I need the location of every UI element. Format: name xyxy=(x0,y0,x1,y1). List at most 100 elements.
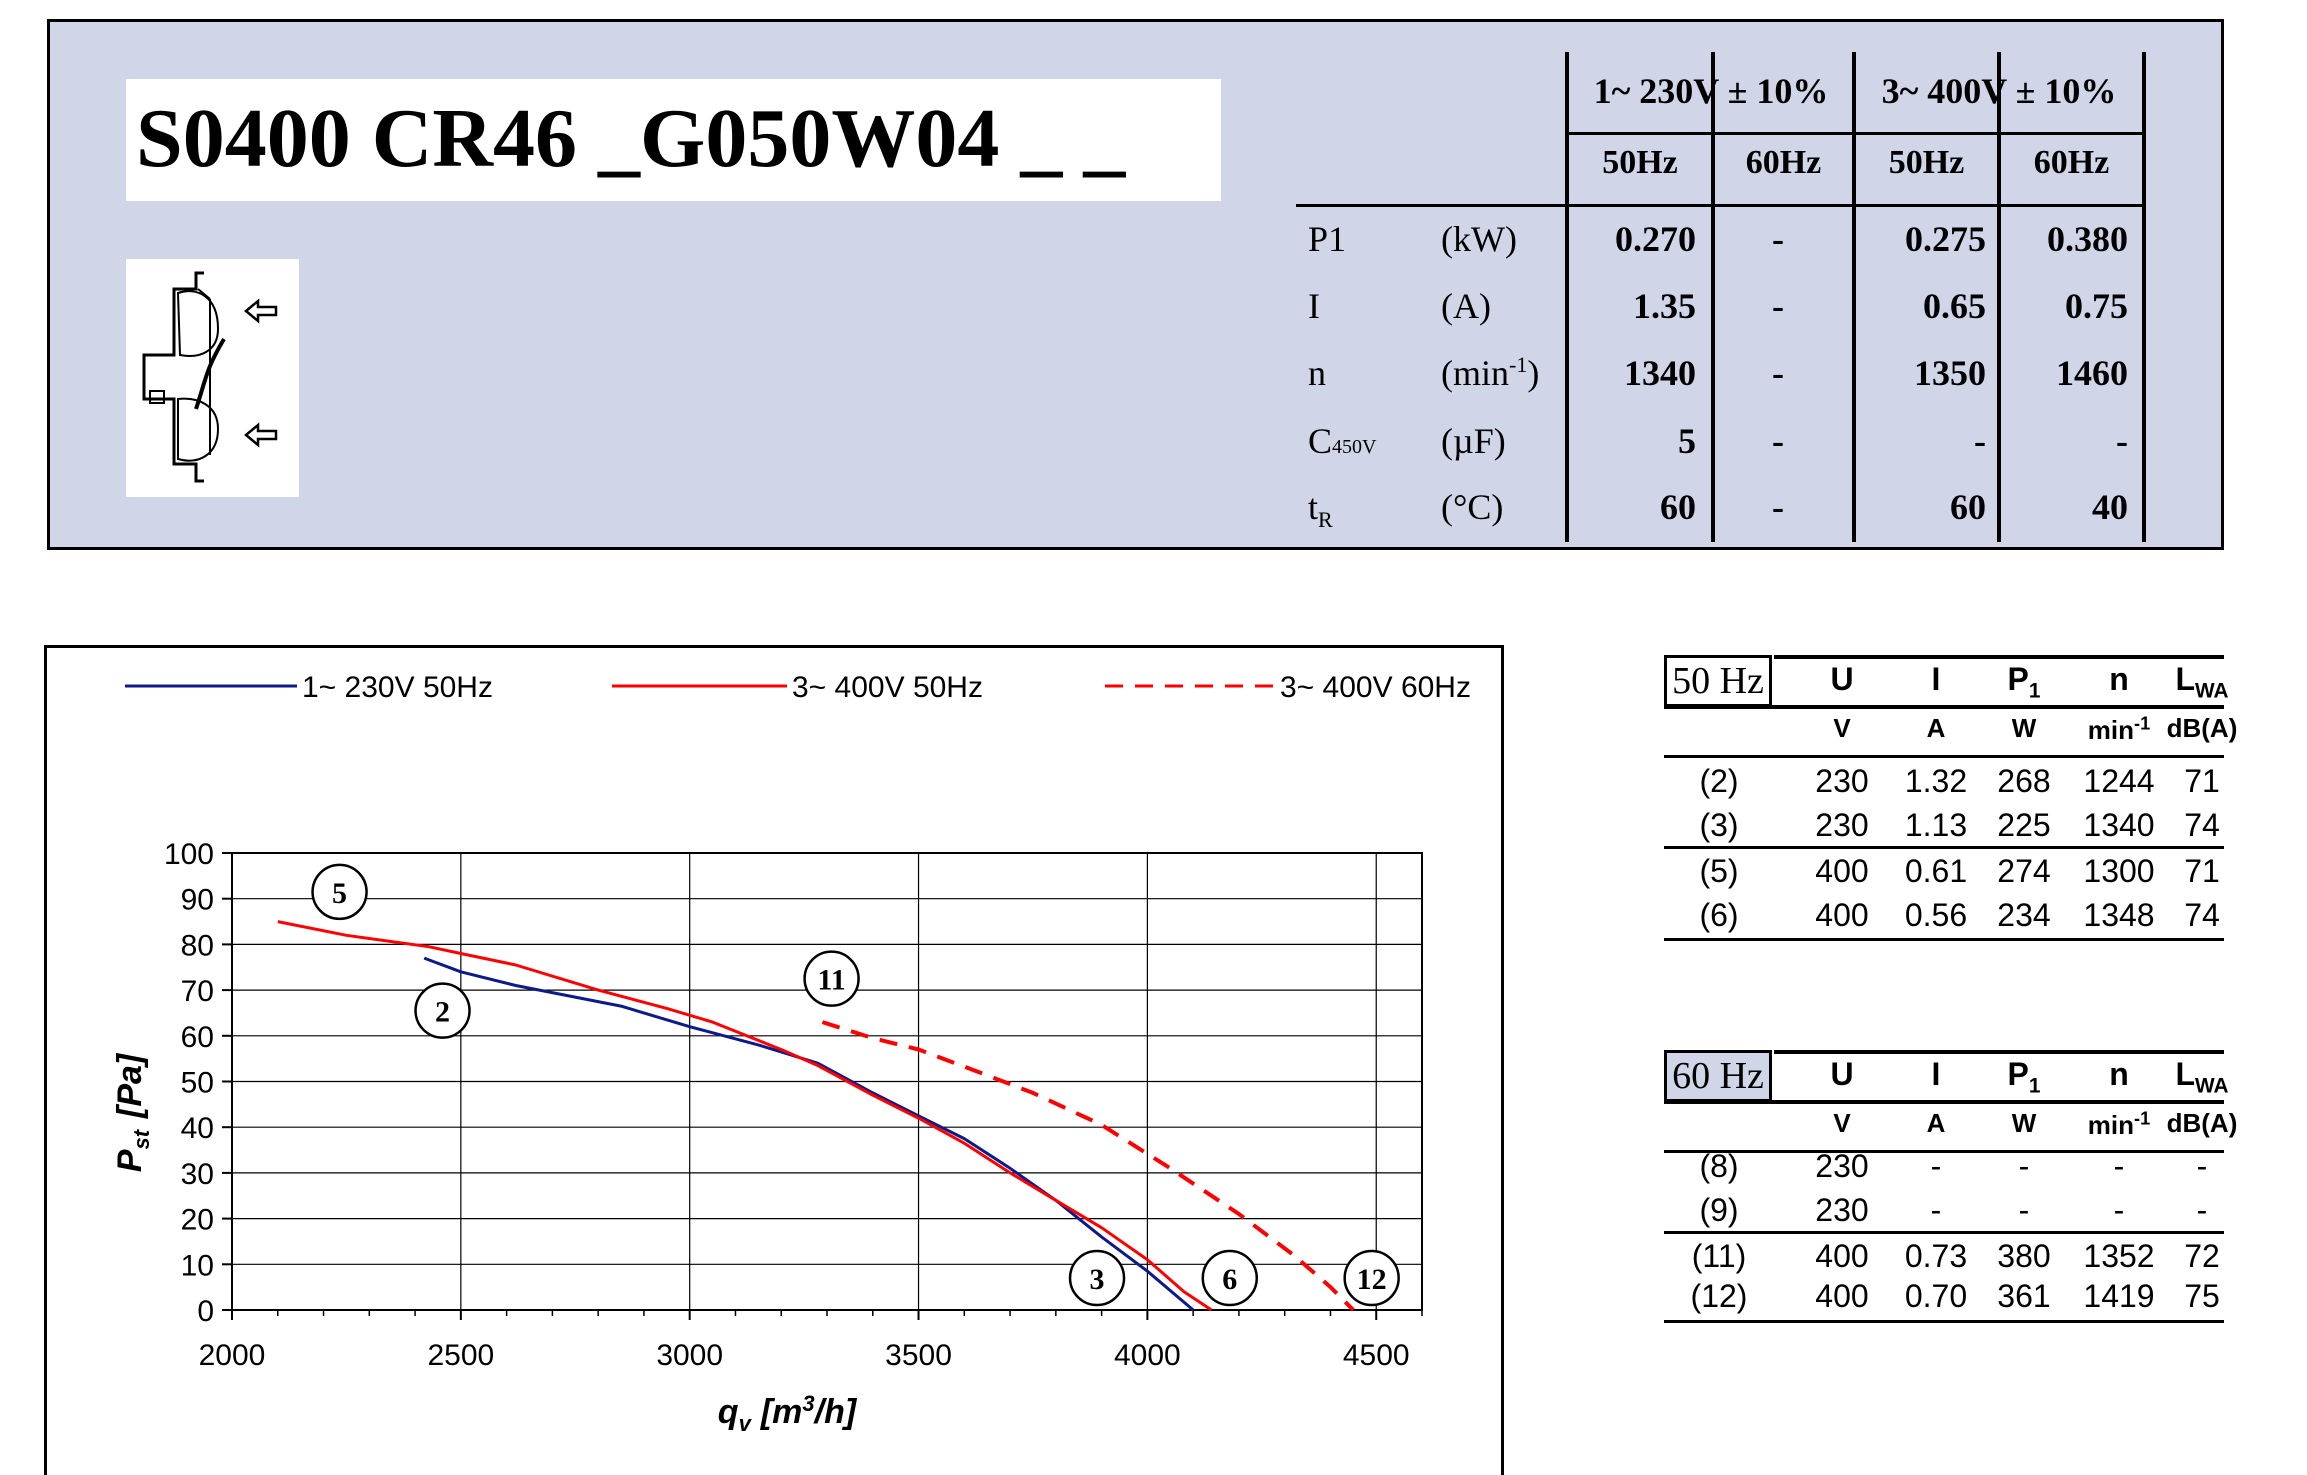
spec-divider xyxy=(1852,52,1856,542)
point-value: 1340 xyxy=(2083,807,2155,843)
y-tick-label: 40 xyxy=(181,1112,214,1145)
header-text: dB(A) xyxy=(2166,1108,2238,1138)
voltage-group-3ph: 3~ 400V ± 10% xyxy=(1881,71,2117,111)
spec-value: - xyxy=(1974,421,1986,461)
y-axis-title: Pst [Pa] xyxy=(111,1052,154,1172)
param-tr-text: t xyxy=(1308,487,1319,527)
spec-value: - xyxy=(1772,353,1784,393)
point-value: - xyxy=(2018,1192,2030,1228)
column-header: U xyxy=(1782,661,1902,698)
param-c-text: C xyxy=(1308,421,1333,461)
table-rule xyxy=(1664,755,2224,758)
column-header: n xyxy=(2059,1056,2179,1093)
point-value: 1419 xyxy=(2083,1278,2155,1314)
y-tick-label: 0 xyxy=(197,1295,214,1328)
point-value: - xyxy=(2196,1148,2208,1184)
point-value: 1.32 xyxy=(1904,763,1968,799)
column-unit: min-1 xyxy=(2059,1108,2179,1141)
point-id: (9) xyxy=(1699,1192,1739,1228)
operating-point-label: 5 xyxy=(332,877,347,910)
point-value: 230 xyxy=(1815,1148,1869,1184)
column-header: U xyxy=(1782,1056,1902,1093)
header-text: I xyxy=(1931,661,1941,697)
frequency-label: 50 Hz xyxy=(1664,655,1772,707)
x-axis-title-q: q xyxy=(718,1393,739,1431)
chart-ticks: 0 10 20 30 40 50 60 70 80 90 100 2000 2500 3000 3500 40… xyxy=(164,838,1423,1372)
y-axis-title-unit: [Pa] xyxy=(111,1052,149,1119)
chart-annotations: 5 2 11 3 6 12 xyxy=(311,863,1400,1307)
point-value: 0.61 xyxy=(1904,853,1968,889)
column-unit: A xyxy=(1876,1108,1996,1139)
spec-value: 0.275 xyxy=(1905,219,1986,259)
frequency-label: 60 Hz xyxy=(1664,1050,1772,1102)
header-text: U xyxy=(1830,1056,1854,1092)
table-rule xyxy=(1664,938,2224,941)
header-text: dB(A) xyxy=(2166,713,2238,743)
header-sub: 1 xyxy=(2028,679,2041,703)
y-axis-title-sub: st xyxy=(129,1128,154,1149)
column-header: I xyxy=(1876,1056,1996,1093)
column-header: LWA xyxy=(2142,1056,2262,1098)
unit-a: (A) xyxy=(1441,286,1491,326)
spec-value: 60 xyxy=(1950,487,1986,527)
y-tick-label: 10 xyxy=(181,1249,214,1282)
freq-header: 50Hz xyxy=(1888,144,1965,181)
operating-point-label: 3 xyxy=(1090,1263,1105,1296)
param-tr-sub: R xyxy=(1318,507,1333,533)
header-text: A xyxy=(1926,1108,1946,1138)
point-id: (6) xyxy=(1699,897,1739,933)
point-value: - xyxy=(2018,1148,2030,1184)
point-value: 71 xyxy=(2184,763,2220,799)
column-unit: dB(A) xyxy=(2142,1108,2262,1139)
chart-grid xyxy=(231,852,1423,1311)
point-value: - xyxy=(2196,1192,2208,1228)
column-header: n xyxy=(2059,661,2179,698)
point-value: 268 xyxy=(1997,763,2051,799)
spec-value: 1.35 xyxy=(1633,286,1696,326)
point-value: 1244 xyxy=(2083,763,2155,799)
column-header: I xyxy=(1876,661,1996,698)
header-sub: WA xyxy=(2195,679,2229,703)
freq-header: 60Hz xyxy=(1745,144,1822,181)
operating-point-label: 6 xyxy=(1222,1263,1237,1296)
point-value: 74 xyxy=(2184,807,2220,843)
point-id: (12) xyxy=(1690,1278,1748,1314)
legend-label: 1~ 230V 50Hz xyxy=(302,671,493,704)
point-value: - xyxy=(1930,1148,1942,1184)
unit-min-text: (min xyxy=(1441,353,1509,393)
header-text: n xyxy=(2109,1056,2129,1092)
spec-value: - xyxy=(1772,286,1784,326)
header-text: W xyxy=(2011,713,2037,743)
x-tick-label: 2000 xyxy=(199,1339,266,1372)
y-tick-label: 50 xyxy=(181,1067,214,1100)
header-sub: 1 xyxy=(2028,1074,2041,1098)
param-c: C450V xyxy=(1308,420,1376,462)
point-id: (2) xyxy=(1699,763,1739,799)
column-unit: W xyxy=(1964,1108,2084,1139)
column-unit: W xyxy=(1964,713,2084,744)
point-value: 72 xyxy=(2184,1238,2220,1274)
header-text: min-1 xyxy=(2087,1108,2151,1140)
spec-divider xyxy=(2142,52,2146,542)
x-axis-title: qv [m3/h] xyxy=(718,1391,858,1436)
table-rule xyxy=(1774,1050,2224,1054)
header-text: n xyxy=(2109,661,2129,697)
y-tick-label: 20 xyxy=(181,1204,214,1237)
table-rule xyxy=(1664,1100,2224,1104)
title-box: S0400 CR46 _G050W04 _ _ xyxy=(126,79,1221,201)
operating-point-label: 2 xyxy=(435,996,450,1029)
header-text: LWA xyxy=(2175,1056,2229,1098)
spec-divider xyxy=(1997,52,2001,542)
voltage-group-1ph: 1~ 230V ± 10% xyxy=(1593,71,1829,111)
point-id: (8) xyxy=(1699,1148,1739,1184)
header-text: P1 xyxy=(2007,661,2041,703)
point-value: 274 xyxy=(1997,853,2051,889)
point-value: - xyxy=(2113,1148,2125,1184)
param-c-sub: 450V xyxy=(1332,436,1377,458)
column-unit: V xyxy=(1782,1108,1902,1139)
legend-label: 3~ 400V 60Hz xyxy=(1280,671,1471,704)
table-rule xyxy=(1664,846,2224,849)
point-value: - xyxy=(2113,1192,2125,1228)
x-tick-label: 3000 xyxy=(656,1339,723,1372)
